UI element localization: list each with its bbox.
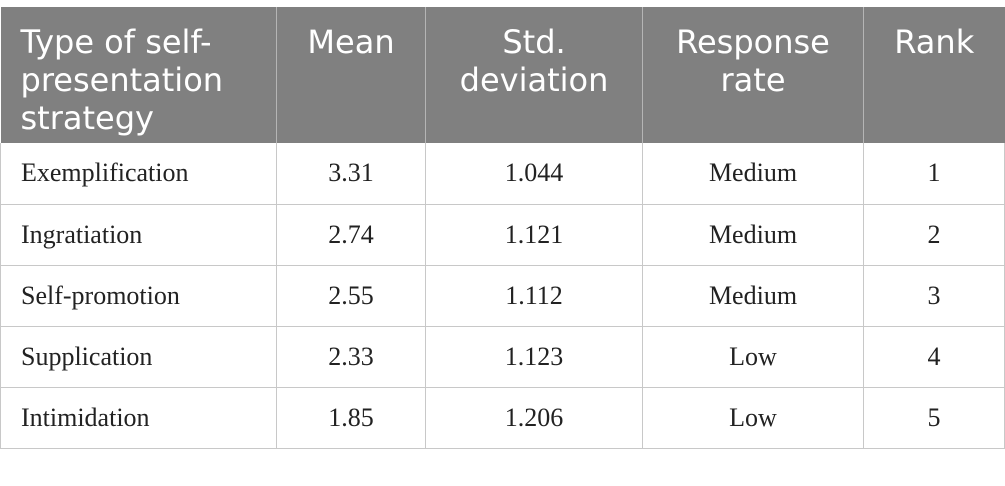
cell-rank: 2 — [863, 204, 1005, 266]
cell-response-rate: Medium — [642, 265, 864, 327]
strategy-table: Type of self-presentation strategy Mean … — [0, 7, 1005, 449]
header-rank: Rank — [863, 7, 1005, 143]
header-strategy-type: Type of self-presentation strategy — [0, 7, 277, 143]
header-mean: Mean — [276, 7, 426, 143]
cell-std-deviation: 1.121 — [425, 204, 643, 266]
table-row: Ingratiation 2.74 1.121 Medium 2 — [0, 204, 1005, 266]
cell-strategy: Supplication — [0, 326, 277, 388]
cell-rank: 1 — [863, 143, 1005, 205]
cell-strategy: Exemplification — [0, 143, 277, 205]
table-row: Exemplification 3.31 1.044 Medium 1 — [0, 143, 1005, 205]
cell-strategy: Intimidation — [0, 387, 277, 449]
cell-std-deviation: 1.044 — [425, 143, 643, 205]
cell-response-rate: Medium — [642, 204, 864, 266]
cell-std-deviation: 1.123 — [425, 326, 643, 388]
header-row: Type of self-presentation strategy Mean … — [0, 7, 1005, 143]
cell-std-deviation: 1.112 — [425, 265, 643, 327]
cell-rank: 4 — [863, 326, 1005, 388]
table-body: Exemplification 3.31 1.044 Medium 1 Ingr… — [0, 143, 1005, 449]
table-header: Type of self-presentation strategy Mean … — [0, 7, 1005, 143]
header-std-deviation: Std. deviation — [425, 7, 643, 143]
cell-mean: 3.31 — [276, 143, 426, 205]
cell-strategy: Ingratiation — [0, 204, 277, 266]
cell-rank: 5 — [863, 387, 1005, 449]
header-response-rate: Response rate — [642, 7, 864, 143]
table-row: Supplication 2.33 1.123 Low 4 — [0, 326, 1005, 388]
cell-std-deviation: 1.206 — [425, 387, 643, 449]
cell-response-rate: Medium — [642, 143, 864, 205]
cell-mean: 2.33 — [276, 326, 426, 388]
cell-mean: 1.85 — [276, 387, 426, 449]
cell-mean: 2.74 — [276, 204, 426, 266]
cell-mean: 2.55 — [276, 265, 426, 327]
cell-rank: 3 — [863, 265, 1005, 327]
cell-strategy: Self-promotion — [0, 265, 277, 327]
table-row: Self-promotion 2.55 1.112 Medium 3 — [0, 265, 1005, 327]
cell-response-rate: Low — [642, 387, 864, 449]
table-row: Intimidation 1.85 1.206 Low 5 — [0, 387, 1005, 449]
cell-response-rate: Low — [642, 326, 864, 388]
